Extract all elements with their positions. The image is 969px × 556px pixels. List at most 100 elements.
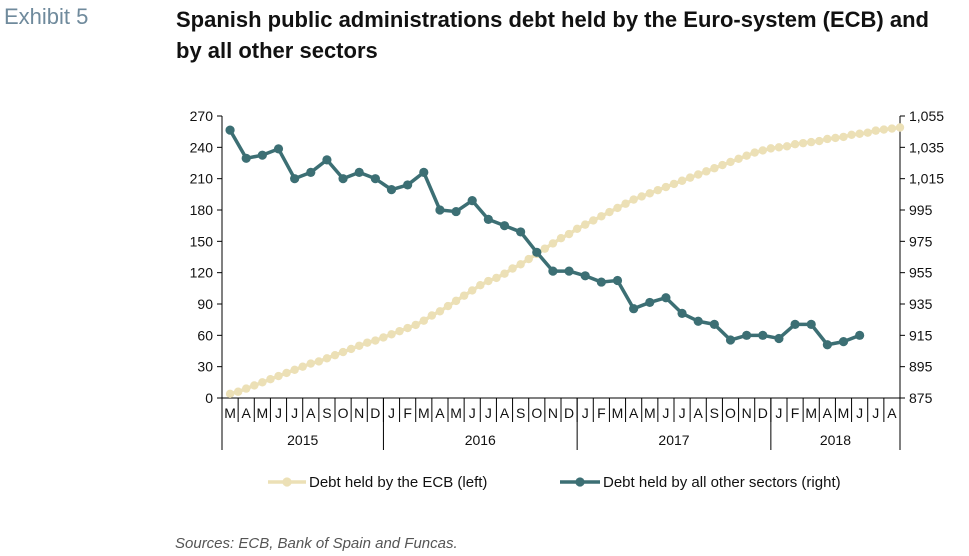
data-point: [597, 212, 606, 221]
data-point: [459, 291, 469, 300]
month-tick-label: J: [291, 405, 298, 421]
data-point: [589, 216, 598, 225]
data-point: [637, 192, 646, 201]
month-tick-label: A: [823, 405, 833, 421]
data-point: [500, 269, 509, 278]
right-tick-label: 1,015: [909, 171, 944, 187]
data-point: [564, 266, 574, 276]
data-point: [290, 174, 300, 184]
data-point: [282, 368, 291, 378]
data-point: [403, 180, 413, 190]
data-point: [556, 234, 566, 243]
data-point: [387, 330, 396, 339]
data-point: [443, 301, 453, 311]
month-tick-label: S: [710, 405, 719, 421]
data-point: [629, 304, 639, 314]
right-tick-label: 915: [909, 327, 933, 343]
data-point: [822, 340, 832, 350]
month-tick-label: M: [450, 405, 462, 421]
series-line: [228, 129, 861, 347]
data-point: [306, 359, 315, 368]
month-tick-label: J: [388, 405, 395, 421]
data-point: [338, 347, 348, 357]
month-tick-label: F: [403, 405, 412, 421]
right-tick-label: 955: [909, 265, 933, 281]
data-point: [403, 323, 412, 333]
left-tick-label: 120: [190, 265, 214, 281]
month-tick-label: A: [694, 405, 704, 421]
month-tick-label: F: [597, 405, 606, 421]
left-tick-label: 240: [190, 139, 214, 155]
data-point: [839, 132, 848, 142]
data-point: [758, 146, 767, 155]
data-point: [346, 344, 356, 354]
data-point: [516, 227, 526, 237]
legend-swatch-marker: [575, 477, 585, 487]
left-tick-label: 180: [190, 202, 214, 218]
year-label: 2015: [287, 432, 318, 448]
data-point: [548, 239, 558, 248]
data-point: [451, 296, 461, 306]
month-tick-label: J: [582, 405, 589, 421]
data-point: [725, 335, 736, 345]
data-point: [379, 333, 388, 342]
data-point: [508, 264, 517, 273]
data-point: [532, 247, 542, 257]
data-point: [386, 185, 397, 195]
data-point: [782, 142, 792, 151]
data-point: [677, 176, 687, 185]
year-label: 2016: [465, 432, 496, 448]
data-point: [516, 260, 525, 269]
month-tick-label: J: [469, 405, 476, 421]
data-point: [419, 316, 428, 325]
data-point: [225, 125, 235, 135]
data-point: [710, 164, 719, 173]
data-point: [645, 189, 654, 198]
month-tick-label: M: [418, 405, 430, 421]
data-point: [685, 173, 695, 182]
data-point: [363, 338, 372, 347]
data-point: [596, 277, 606, 287]
month-tick-label: A: [242, 405, 252, 421]
right-tick-label: 935: [909, 296, 933, 312]
data-point: [241, 153, 251, 163]
legend-label-other-sectors: Debt held by all other sectors (right): [603, 474, 841, 491]
month-tick-label: J: [679, 405, 686, 421]
month-tick-label: A: [629, 405, 639, 421]
data-point: [798, 138, 808, 148]
data-point: [790, 140, 800, 149]
month-tick-label: M: [257, 405, 269, 421]
month-tick-label: D: [564, 405, 574, 421]
month-tick-label: M: [612, 405, 624, 421]
data-point: [524, 254, 533, 264]
right-tick-label: 995: [909, 202, 933, 218]
left-tick-label: 210: [190, 171, 214, 187]
data-point: [499, 221, 510, 231]
chart-title: Spanish public administrations debt held…: [176, 7, 929, 63]
data-point: [476, 281, 485, 290]
data-point: [895, 123, 905, 132]
data-point: [629, 195, 638, 204]
data-point: [677, 308, 687, 318]
data-point: [290, 365, 299, 374]
data-point: [734, 154, 743, 164]
legend-swatch-marker: [282, 477, 292, 487]
month-tick-label: M: [805, 405, 817, 421]
data-point: [467, 196, 477, 206]
data-point: [225, 389, 235, 399]
legend-label-ecb: Debt held by the ECB (left): [309, 474, 487, 491]
data-point: [435, 205, 445, 215]
source-note: Sources: ECB, Bank of Spain and Funcas.: [175, 535, 458, 552]
data-point: [855, 129, 864, 138]
data-point: [718, 160, 727, 170]
month-tick-label: N: [354, 405, 364, 421]
data-point: [233, 387, 243, 396]
month-tick-label: M: [838, 405, 850, 421]
month-tick-label: D: [758, 405, 768, 421]
data-point: [274, 371, 283, 381]
data-point: [661, 293, 671, 303]
left-tick-label: 150: [190, 233, 214, 249]
data-point: [298, 362, 307, 371]
data-point: [653, 185, 663, 195]
